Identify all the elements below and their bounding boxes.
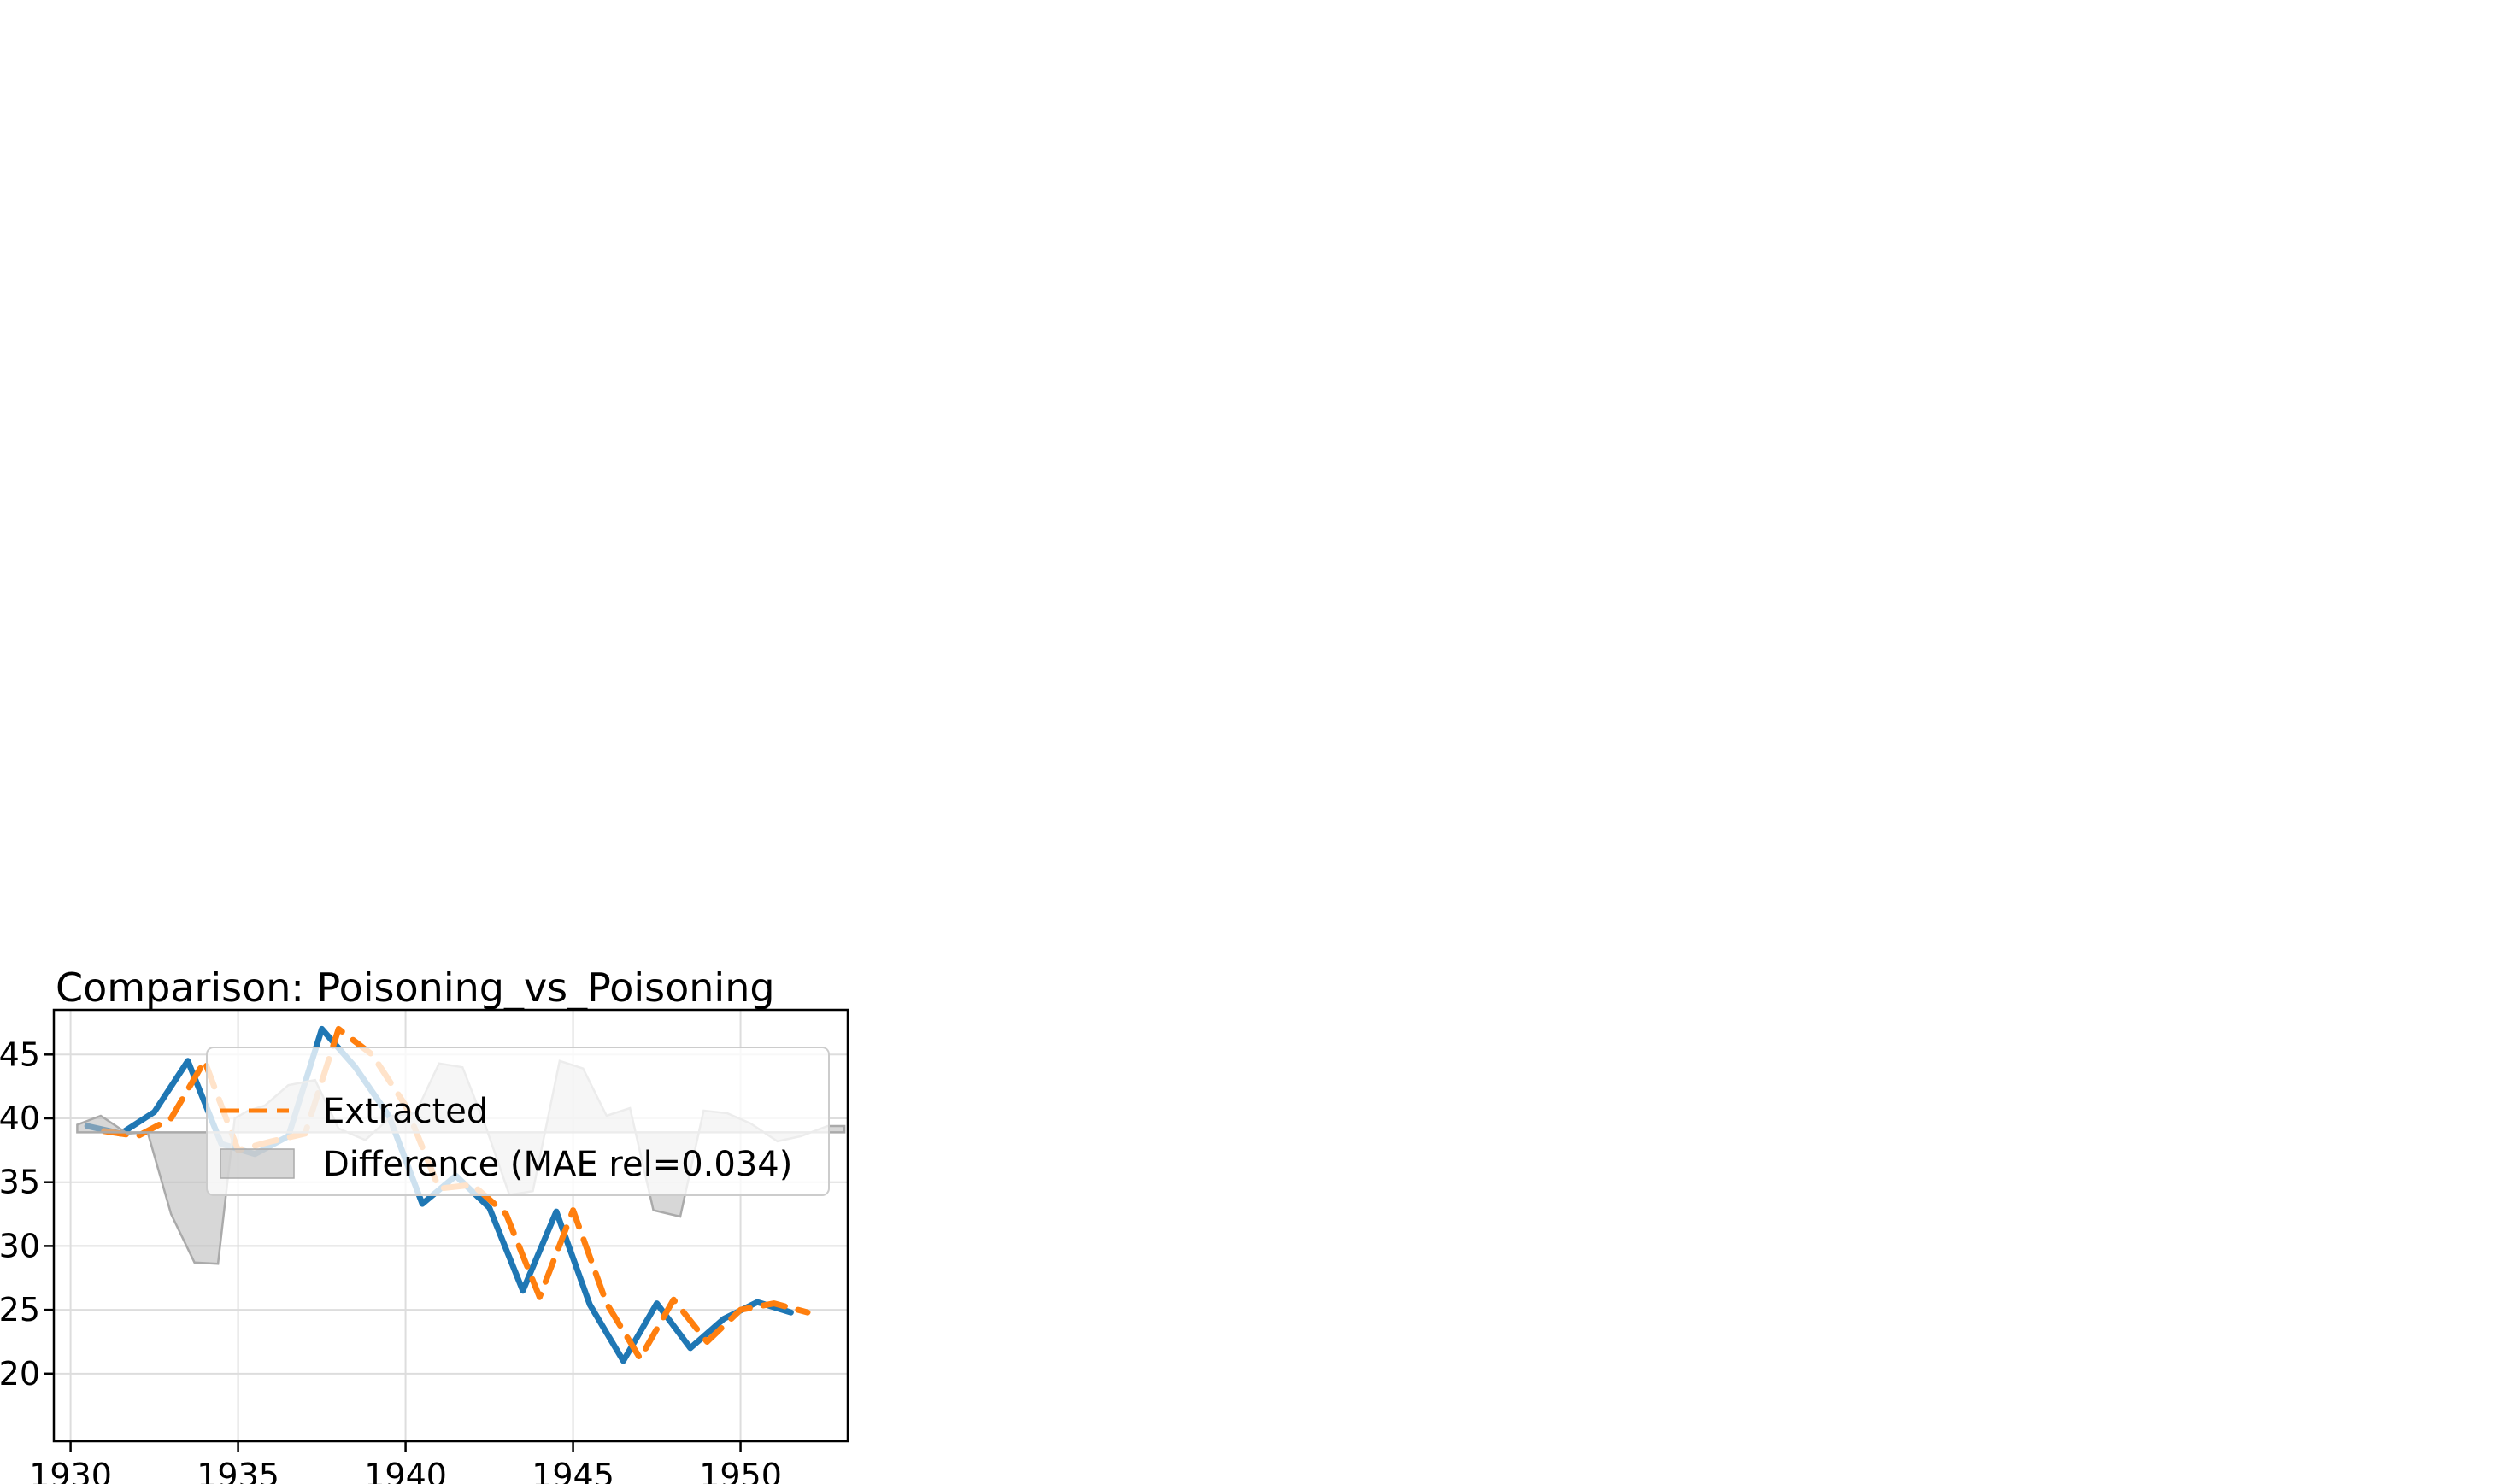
x-tick-label: 1935 (197, 1457, 279, 1484)
y-tick-label: 30 (0, 1227, 40, 1264)
y-tick-label: 40 (0, 1100, 40, 1137)
x-tick-label: 1950 (699, 1457, 782, 1484)
y-tick-label: 45 (0, 1035, 40, 1073)
y-tick-label: 25 (0, 1291, 40, 1329)
legend-label-difference: Difference (MAE rel=0.034) (323, 1145, 792, 1184)
legend-label-extracted: Extracted (323, 1092, 488, 1131)
legend-box (206, 1047, 830, 1196)
legend: Extracted Difference (MAE rel=0.034) (206, 1047, 830, 1196)
tick-marks: 1930 1935 1940 1945 1950 20 25 30 35 40 45 (0, 1035, 782, 1484)
x-tick-label: 1945 (532, 1457, 614, 1484)
plot-frame (52, 1008, 849, 1443)
chart-title: Comparison: Poisoning_vs_Poisoning (56, 965, 775, 1011)
x-tick-label: 1930 (29, 1457, 112, 1484)
x-tick-label: 1940 (364, 1457, 447, 1484)
legend-swatch-difference (220, 1148, 295, 1179)
y-tick-label: 35 (0, 1164, 40, 1201)
y-tick-label: 20 (0, 1355, 40, 1393)
axes (52, 1008, 849, 1443)
